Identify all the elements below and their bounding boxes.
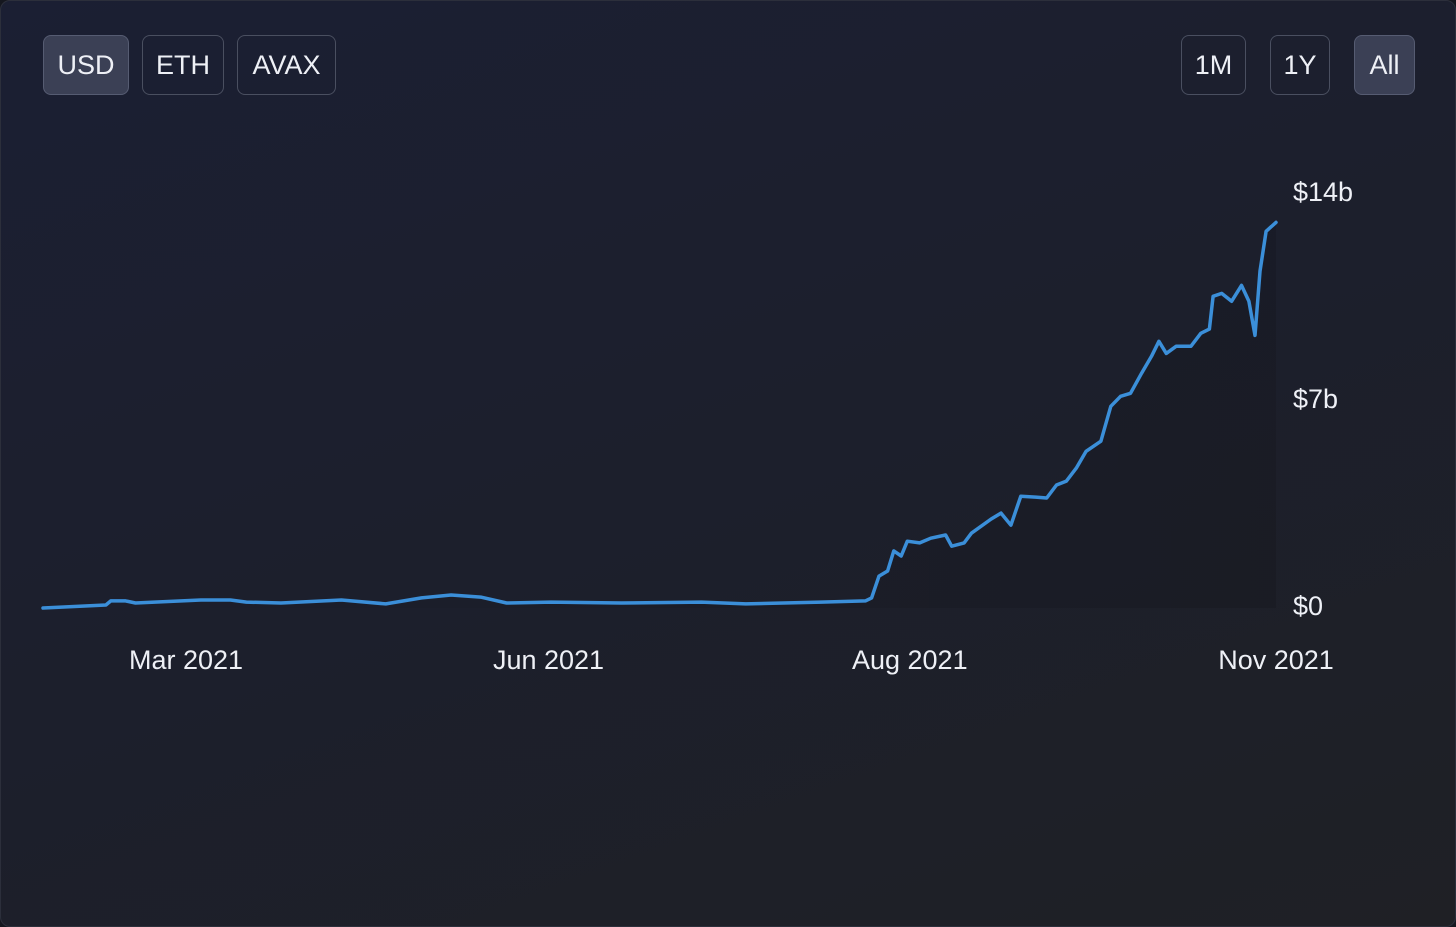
x-tick-label: Nov 2021	[1218, 645, 1334, 675]
y-tick-label: $7b	[1293, 384, 1338, 414]
range-button[interactable]: 1Y	[1270, 35, 1330, 95]
x-tick-label: Aug 2021	[852, 645, 968, 675]
range-button[interactable]: All	[1354, 35, 1415, 95]
currency-button[interactable]: AVAX	[237, 35, 336, 95]
currency-button[interactable]: ETH	[142, 35, 224, 95]
x-tick-label: Mar 2021	[129, 645, 243, 675]
currency-button[interactable]: USD	[43, 35, 129, 95]
line	[41, 220, 1278, 610]
y-tick-label: $0	[1293, 591, 1323, 621]
x-tick-label: Jun 2021	[493, 645, 604, 675]
area-shade	[43, 222, 1276, 608]
y-tick-label: $14b	[1293, 177, 1353, 207]
range-button[interactable]: 1M	[1181, 35, 1246, 95]
